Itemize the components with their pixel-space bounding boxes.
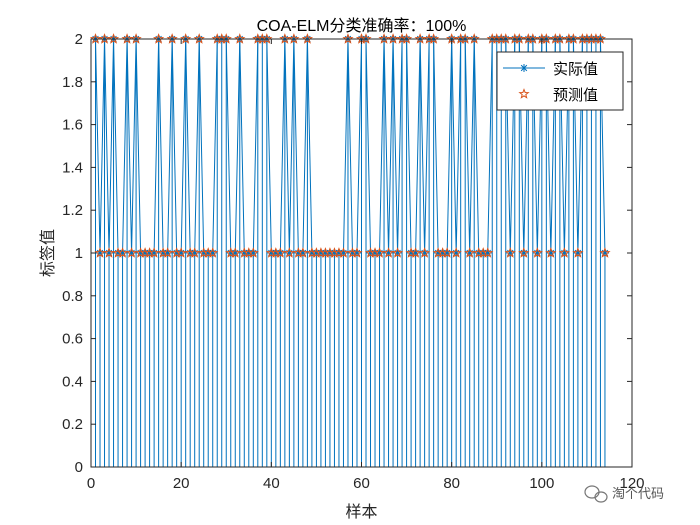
predicted-point — [527, 33, 539, 44]
predicted-point — [98, 33, 111, 44]
predicted-point — [342, 33, 354, 44]
legend: 实际值 预测值 — [496, 51, 624, 111]
predicted-point — [558, 247, 570, 258]
predicted-point — [518, 247, 530, 258]
predicted-point — [594, 33, 607, 44]
predicted-point — [391, 247, 404, 258]
predicted-point — [297, 247, 309, 258]
predicted-point — [540, 33, 552, 44]
y-tick-label: 0.4 — [62, 373, 83, 390]
predicted-point — [504, 247, 516, 258]
predicted-point — [414, 33, 426, 44]
predicted-point — [599, 247, 611, 258]
predicted-point — [107, 33, 120, 44]
predicted-point — [288, 33, 300, 44]
y-tick-label: 2 — [75, 31, 83, 48]
legend-label-actual: 实际值 — [553, 60, 598, 78]
legend-marker-actual-glyph — [520, 64, 528, 72]
predicted-point — [400, 33, 413, 44]
predicted-point — [166, 33, 178, 44]
y-tick-label: 0.8 — [62, 288, 83, 305]
predicted-point — [279, 33, 291, 44]
predicted-point — [193, 33, 205, 44]
x-tick-label: 60 — [353, 475, 370, 492]
legend-marker-predicted-glyph — [518, 88, 530, 99]
x-tick-label: 120 — [619, 475, 644, 492]
y-tick-label: 0.2 — [62, 416, 83, 433]
predicted-point — [103, 247, 115, 258]
x-tick-label: 0 — [87, 475, 95, 492]
predicted-point — [351, 247, 363, 258]
legend-box — [496, 51, 624, 111]
legend-marker-actual — [520, 64, 528, 72]
predicted-point — [459, 33, 471, 44]
y-tick-label: 1.4 — [62, 159, 83, 176]
predicted-point — [301, 33, 314, 44]
legend-label-predicted: 预测值 — [553, 86, 598, 104]
predicted-point — [180, 33, 192, 44]
predicted-point — [378, 33, 390, 44]
predicted-point — [337, 247, 350, 258]
predicted-point — [360, 33, 372, 44]
predicted-point — [409, 247, 422, 258]
y-tick-label: 1.8 — [62, 74, 83, 91]
legend-marker-predicted — [518, 88, 530, 99]
predicted-point — [468, 33, 480, 44]
x-tick-label: 20 — [173, 475, 190, 492]
predicted-point — [175, 247, 187, 258]
predicted-point — [220, 33, 232, 44]
predicted-point — [121, 33, 133, 44]
predicted-point — [116, 247, 129, 258]
predicted-point — [450, 247, 462, 258]
predicted-point — [428, 33, 440, 44]
predicted-point — [189, 247, 201, 258]
predicted-point — [283, 247, 295, 258]
wechat-icon — [584, 485, 608, 503]
predicted-point — [162, 247, 174, 258]
predicted-point — [373, 247, 386, 258]
predicted-point — [94, 247, 106, 258]
predicted-point — [500, 33, 512, 44]
predicted-point — [545, 247, 557, 258]
predicted-point — [387, 33, 399, 44]
y-tick-label: 1.6 — [62, 117, 83, 134]
watermark: 淘个代码 — [584, 485, 664, 503]
x-tick-label: 80 — [443, 475, 460, 492]
predicted-point — [274, 247, 286, 258]
predicted-point — [125, 247, 138, 258]
predicted-point — [572, 247, 584, 258]
predicted-point — [482, 247, 494, 258]
predicted-point — [153, 33, 165, 44]
stem-lines — [95, 38, 606, 467]
y-axis-label: 标签值 — [38, 229, 57, 277]
x-axis-label: 样本 — [345, 502, 377, 521]
predicted-point — [89, 33, 102, 44]
y-tick-label: 1.2 — [62, 202, 83, 219]
predicted-point — [418, 247, 431, 258]
y-tick-label: 1 — [75, 245, 83, 262]
x-tick-label: 100 — [529, 475, 554, 492]
predicted-point — [148, 247, 160, 258]
y-tick-label: 0.6 — [62, 331, 83, 348]
predicted-point — [207, 247, 219, 258]
predicted-point — [382, 247, 395, 258]
predicted-point — [567, 33, 580, 44]
predicted-point — [513, 33, 525, 44]
predicted-point — [554, 33, 566, 44]
predicted-point — [234, 33, 246, 44]
x-tick-label: 40 — [263, 475, 280, 492]
predicted-point — [464, 247, 476, 258]
predicted-point — [229, 247, 241, 258]
watermark-text: 淘个代码 — [612, 487, 664, 502]
y-tick-label: 0 — [75, 459, 83, 476]
predicted-point — [441, 247, 453, 258]
predicted-point — [130, 33, 142, 44]
predicted-point — [261, 33, 273, 44]
chart-title: COA-ELM分类准确率：100% — [257, 17, 467, 35]
axis-ticks: 0 20 40 60 80 100 120 0 0.2 0.4 0.6 0.8 1 1.2 1.4 1.6 1.… — [62, 31, 644, 492]
predicted-point — [247, 247, 259, 258]
predicted-point — [531, 247, 543, 258]
